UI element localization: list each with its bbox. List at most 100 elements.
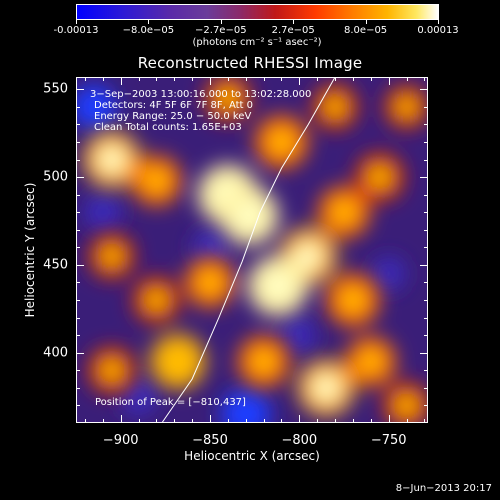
colorbar-tick — [76, 20, 77, 24]
y-axis-tick — [76, 124, 80, 126]
y-axis-tick — [76, 247, 80, 249]
x-axis-tick — [245, 419, 247, 423]
y-axis-tick — [76, 194, 80, 196]
y-axis-tick — [424, 317, 428, 319]
y-axis-tick — [424, 247, 428, 249]
emission-core — [98, 146, 125, 173]
y-axis-tick — [76, 405, 80, 407]
colorbar-tick-label: 0.00013 — [417, 25, 459, 36]
colorbar-tick-label: −2.7e−05 — [195, 25, 247, 36]
emission-core — [145, 289, 168, 311]
x-axis-tick — [120, 415, 122, 423]
x-axis-tick — [263, 419, 265, 423]
y-axis-tick — [424, 335, 428, 337]
colorbar-tick-label: -0.00013 — [53, 25, 99, 36]
y-axis-tick — [424, 106, 428, 108]
colorbar-units: (photons cm⁻² s⁻¹ asec⁻²) — [192, 37, 322, 48]
image-plot-area: 3−Sep−2003 13:00:16.000 to 13:02:28.000 … — [76, 77, 428, 423]
negative-region — [221, 389, 271, 423]
y-axis-tick — [76, 387, 80, 389]
emission-core — [332, 200, 357, 225]
x-axis-tick — [192, 419, 194, 423]
emission-core — [269, 129, 294, 155]
y-axis-tick — [76, 141, 80, 143]
x-axis-tick — [406, 77, 408, 81]
colorbar — [76, 4, 439, 20]
negative-region — [76, 85, 116, 129]
x-axis-tick — [120, 77, 122, 85]
colorbar-tick-label: 8.0e−05 — [344, 25, 388, 36]
colorbar-tick — [148, 20, 150, 24]
x-axis-tick — [156, 419, 158, 423]
x-axis-tick — [192, 77, 194, 81]
info-line-detectors: Detectors: 4F 5F 6F 7F 8F, Att 0 — [94, 100, 254, 111]
negative-region — [281, 317, 317, 353]
x-axis-tick — [317, 419, 319, 423]
colorbar-tick — [220, 20, 222, 24]
y-axis-tick — [424, 387, 428, 389]
emission-core — [263, 272, 292, 301]
x-axis-tick — [335, 77, 337, 81]
x-axis-tick — [424, 419, 426, 423]
y-axis-tick — [420, 352, 428, 354]
y-axis-tick — [424, 124, 428, 126]
y-axis-label: Heliocentric Y (arcsec) — [23, 182, 37, 318]
y-axis-tick — [76, 212, 80, 214]
emission-core — [368, 165, 391, 189]
colorbar-tick-label: 2.7e−05 — [271, 25, 315, 36]
x-axis-tick — [245, 77, 247, 81]
emission-core — [217, 87, 239, 109]
negative-region — [371, 256, 406, 291]
y-axis-tick — [420, 177, 428, 179]
x-axis-tick — [406, 419, 408, 423]
x-axis-tick — [352, 77, 354, 81]
x-tick-label: −900 — [102, 433, 139, 448]
x-axis-tick — [84, 419, 86, 423]
y-axis-tick — [424, 159, 428, 161]
x-axis-tick — [388, 415, 390, 423]
y-axis-tick — [76, 352, 84, 354]
colorbar-tick-label: −8.0e−05 — [122, 25, 175, 36]
emission-core — [165, 348, 191, 375]
x-axis-tick — [227, 419, 229, 423]
emission-core — [100, 359, 123, 382]
negative-region — [83, 193, 122, 232]
y-axis-tick — [76, 89, 84, 91]
info-line-counts: Clean Total counts: 1.65E+03 — [94, 122, 242, 133]
colorbar-tick — [365, 20, 367, 24]
x-axis-tick — [335, 419, 337, 423]
x-axis-tick — [352, 419, 354, 423]
x-axis-tick — [138, 77, 140, 81]
y-axis-tick — [76, 106, 80, 108]
y-axis-tick — [76, 300, 80, 302]
y-axis-tick — [76, 264, 84, 266]
x-axis-tick — [370, 77, 372, 81]
x-tick-label: −850 — [192, 433, 228, 448]
y-axis-tick — [76, 229, 80, 231]
emission-core — [312, 374, 340, 402]
y-axis-tick — [76, 177, 84, 179]
x-axis-tick — [102, 419, 104, 423]
y-axis-tick — [420, 89, 428, 91]
heatmap-svg — [76, 77, 428, 423]
y-axis-tick — [76, 335, 80, 337]
x-tick-label: −800 — [281, 433, 318, 448]
y-axis-tick — [424, 229, 428, 231]
y-axis-tick — [424, 405, 428, 407]
y-axis-tick — [424, 141, 428, 143]
emission-core — [324, 96, 346, 118]
emission-core — [198, 270, 222, 295]
x-axis-tick — [263, 77, 265, 81]
y-axis-tick — [424, 370, 428, 372]
x-axis-tick — [299, 77, 301, 85]
y-tick-label: 450 — [43, 257, 68, 273]
timestamp: 8−Jun−2013 20:17 — [395, 483, 492, 494]
x-axis-tick — [424, 77, 426, 81]
x-tick-label: −750 — [370, 433, 407, 448]
emission-core — [395, 394, 418, 417]
x-axis-tick — [281, 77, 283, 81]
y-axis-tick — [76, 317, 80, 319]
colorbar-tick — [438, 20, 439, 24]
x-axis-tick — [370, 419, 372, 423]
y-axis-tick — [424, 282, 428, 284]
